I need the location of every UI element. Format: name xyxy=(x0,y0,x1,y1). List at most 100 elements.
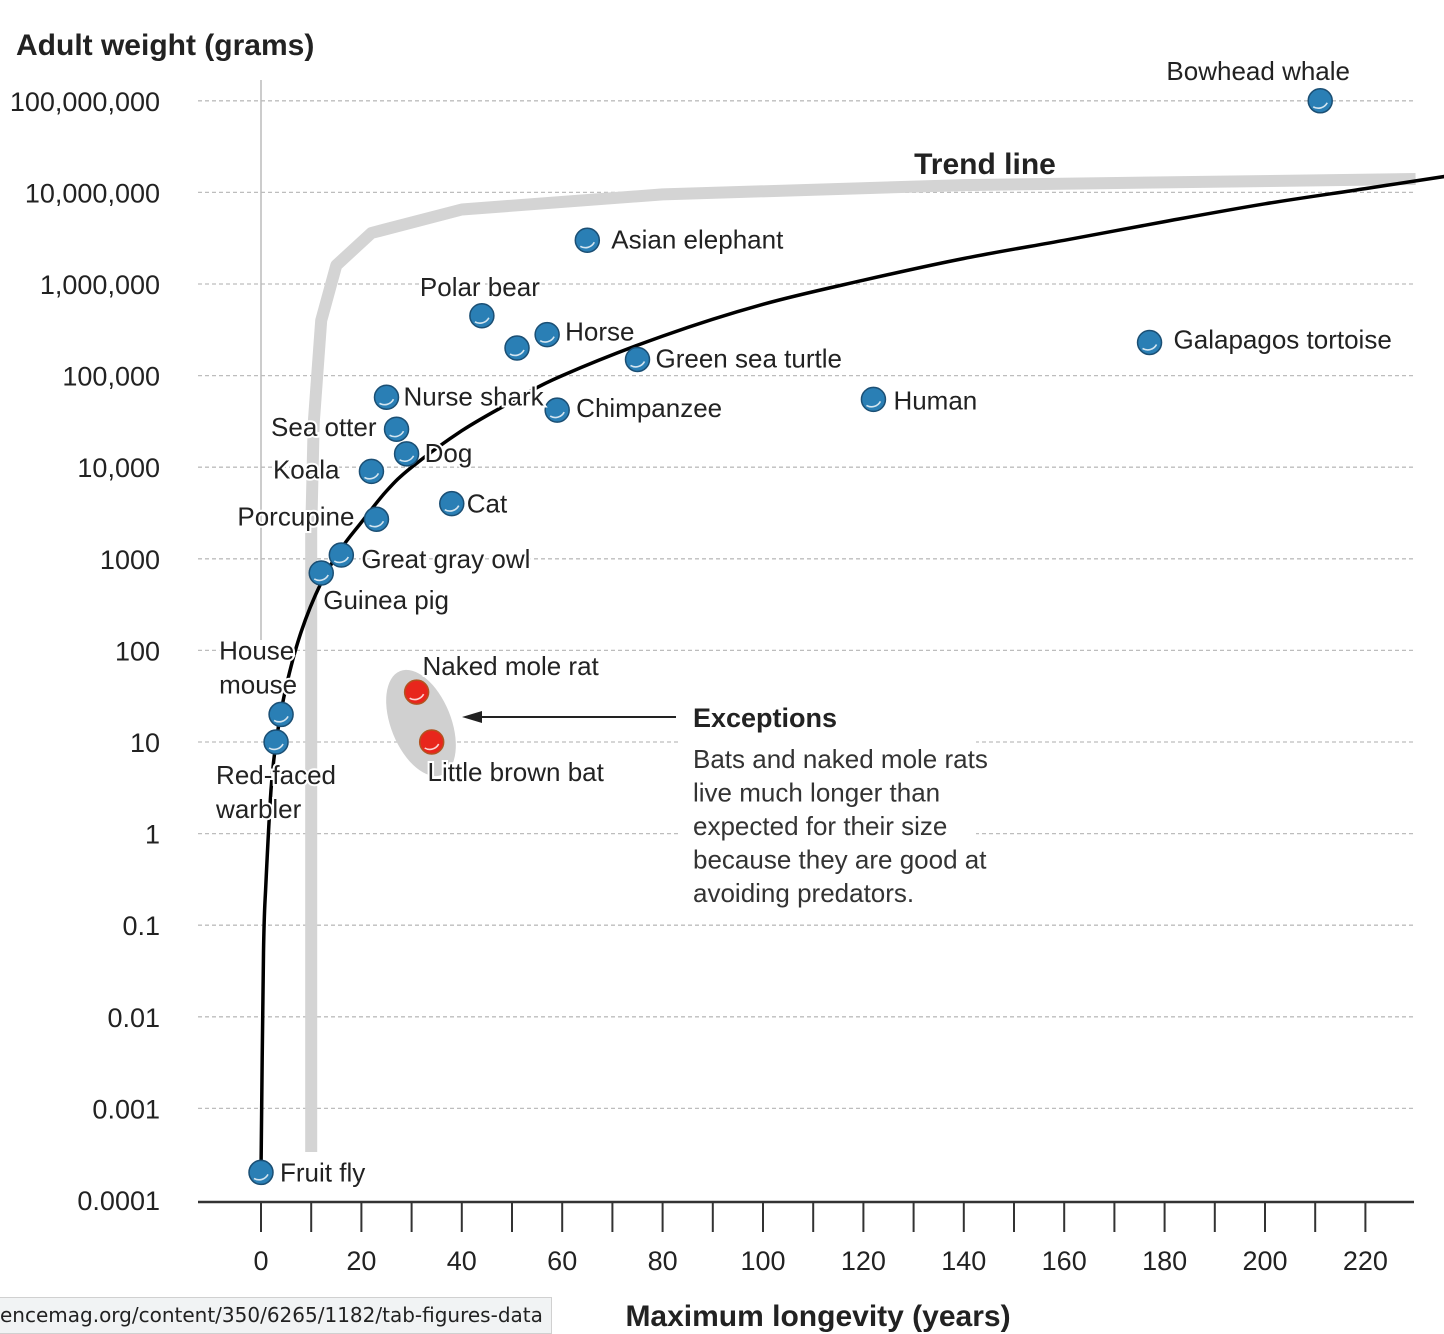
x-tick-label: 140 xyxy=(941,1246,986,1276)
point-label: Green sea turtle xyxy=(656,343,842,373)
point-label: House mouse xyxy=(219,635,297,699)
y-tick-label: 10,000,000 xyxy=(25,178,160,208)
point-label: Polar bear xyxy=(420,272,540,302)
data-point-highlight xyxy=(866,400,882,408)
data-point-highlight xyxy=(424,743,440,751)
data-point-highlight xyxy=(369,520,385,528)
status-url-text: encemag.org/content/350/6265/1182/tab-fi… xyxy=(0,1303,543,1327)
data-point-highlight xyxy=(313,574,329,582)
data-point xyxy=(418,729,445,755)
data-point-highlight xyxy=(333,556,350,564)
data-point-highlight xyxy=(268,743,284,751)
data-point-highlight xyxy=(579,241,596,249)
y-tick-label: 100,000,000 xyxy=(10,87,160,117)
x-tick-label: 160 xyxy=(1042,1246,1087,1276)
y-tick-label: 10,000 xyxy=(77,453,160,483)
point-label: Asian elephant xyxy=(611,224,784,254)
point-label: Little brown bat xyxy=(428,757,605,787)
point-label: Sea otter xyxy=(271,412,377,442)
y-tick-label: 10 xyxy=(130,728,160,758)
trend-line-path xyxy=(259,174,1444,1173)
data-point-highlight xyxy=(409,693,425,701)
data-point xyxy=(268,701,294,728)
point-labels: Fruit fly Red-faced warbler House mouse Guine… xyxy=(213,54,1394,1190)
point-label: Dog xyxy=(425,438,473,468)
point-label: Galapagos tortoise xyxy=(1174,324,1392,354)
data-point xyxy=(363,506,390,533)
status-bar-url: encemag.org/content/350/6265/1182/tab-fi… xyxy=(0,1297,552,1334)
y-tick-label: 100,000 xyxy=(62,362,160,392)
data-point-highlight xyxy=(1312,102,1328,109)
data-point xyxy=(373,384,400,411)
x-tick-label: 20 xyxy=(346,1246,376,1276)
point-label-line: mouse xyxy=(219,669,297,699)
data-point xyxy=(574,227,601,254)
data-point xyxy=(308,560,334,586)
data-point xyxy=(544,397,570,423)
point-label: Horse xyxy=(565,317,634,347)
data-point xyxy=(439,490,465,517)
data-point xyxy=(328,542,355,568)
data-point-highlight xyxy=(509,349,525,357)
data-point xyxy=(248,1159,274,1186)
y-tick-label: 1000 xyxy=(100,545,160,575)
data-points xyxy=(248,88,1333,1186)
point-label: Human xyxy=(893,385,977,415)
point-label-line: warbler xyxy=(215,794,302,824)
data-point xyxy=(403,679,430,705)
x-tick-label: 200 xyxy=(1242,1246,1287,1276)
point-label: Fruit fly xyxy=(280,1157,365,1187)
x-tick-label: 80 xyxy=(648,1246,678,1276)
point-label-line: Red-faced xyxy=(216,760,336,790)
exceptions-title: Exceptions xyxy=(693,703,837,733)
data-point-highlight xyxy=(389,430,405,438)
data-point-highlight xyxy=(474,317,490,324)
point-label: Cat xyxy=(467,489,508,519)
data-point xyxy=(860,386,887,413)
point-label: Bowhead whale xyxy=(1166,56,1350,86)
y-tick-label: 1,000,000 xyxy=(40,270,160,300)
data-point-highlight xyxy=(539,336,555,343)
y-tick-label: 0.01 xyxy=(107,1003,160,1033)
data-point-highlight xyxy=(273,715,289,723)
data-point xyxy=(383,416,410,442)
data-point xyxy=(358,458,385,485)
point-label: Chimpanzee xyxy=(576,393,722,423)
point-label: Porcupine xyxy=(237,501,354,531)
data-point-highlight xyxy=(364,472,380,480)
exceptions-text-line: expected for their size xyxy=(693,811,947,841)
exceptions-text-line: Bats and naked mole rats xyxy=(693,744,988,774)
exceptions-text-line: live much longer than xyxy=(693,778,940,808)
point-label: Red-faced warbler xyxy=(215,760,336,824)
x-tick-label: 40 xyxy=(447,1246,477,1276)
data-point-highlight xyxy=(630,361,646,368)
x-tick-label: 180 xyxy=(1142,1246,1187,1276)
data-point xyxy=(624,346,651,373)
annotations: Trend line Exceptions Bats and naked mole … xyxy=(386,148,1056,915)
data-point-highlight xyxy=(399,455,415,462)
data-point xyxy=(263,729,289,755)
x-tick-label: 0 xyxy=(253,1246,268,1276)
point-label: Naked mole rat xyxy=(422,651,599,681)
y-tick-label: 0.001 xyxy=(92,1094,160,1124)
trend-line-label: Trend line xyxy=(914,148,1056,181)
data-point-highlight xyxy=(1142,344,1158,351)
point-label: Great gray owl xyxy=(361,544,530,574)
data-point xyxy=(1136,329,1163,356)
point-label: Guinea pig xyxy=(323,585,449,615)
point-label: Nurse shark xyxy=(404,381,545,411)
data-point xyxy=(469,303,495,329)
data-point xyxy=(534,321,560,348)
data-point-highlight xyxy=(549,411,565,419)
data-point-highlight xyxy=(444,505,460,512)
data-point-highlight xyxy=(379,398,395,406)
x-tick-label: 220 xyxy=(1343,1246,1388,1276)
exceptions-text-line: because they are good at xyxy=(693,845,987,875)
y-tick-label: 0.1 xyxy=(122,911,160,941)
x-axis-title: Maximum longevity (years) xyxy=(625,1300,1010,1332)
y-tick-label: 0.0001 xyxy=(77,1186,160,1216)
data-point xyxy=(504,335,530,361)
exceptions-text-box xyxy=(678,695,976,915)
exceptions-arrow-head xyxy=(462,711,482,723)
